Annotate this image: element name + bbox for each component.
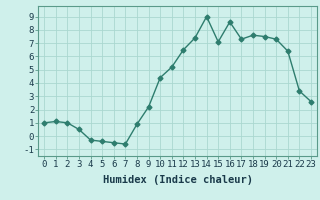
X-axis label: Humidex (Indice chaleur): Humidex (Indice chaleur): [103, 175, 252, 185]
